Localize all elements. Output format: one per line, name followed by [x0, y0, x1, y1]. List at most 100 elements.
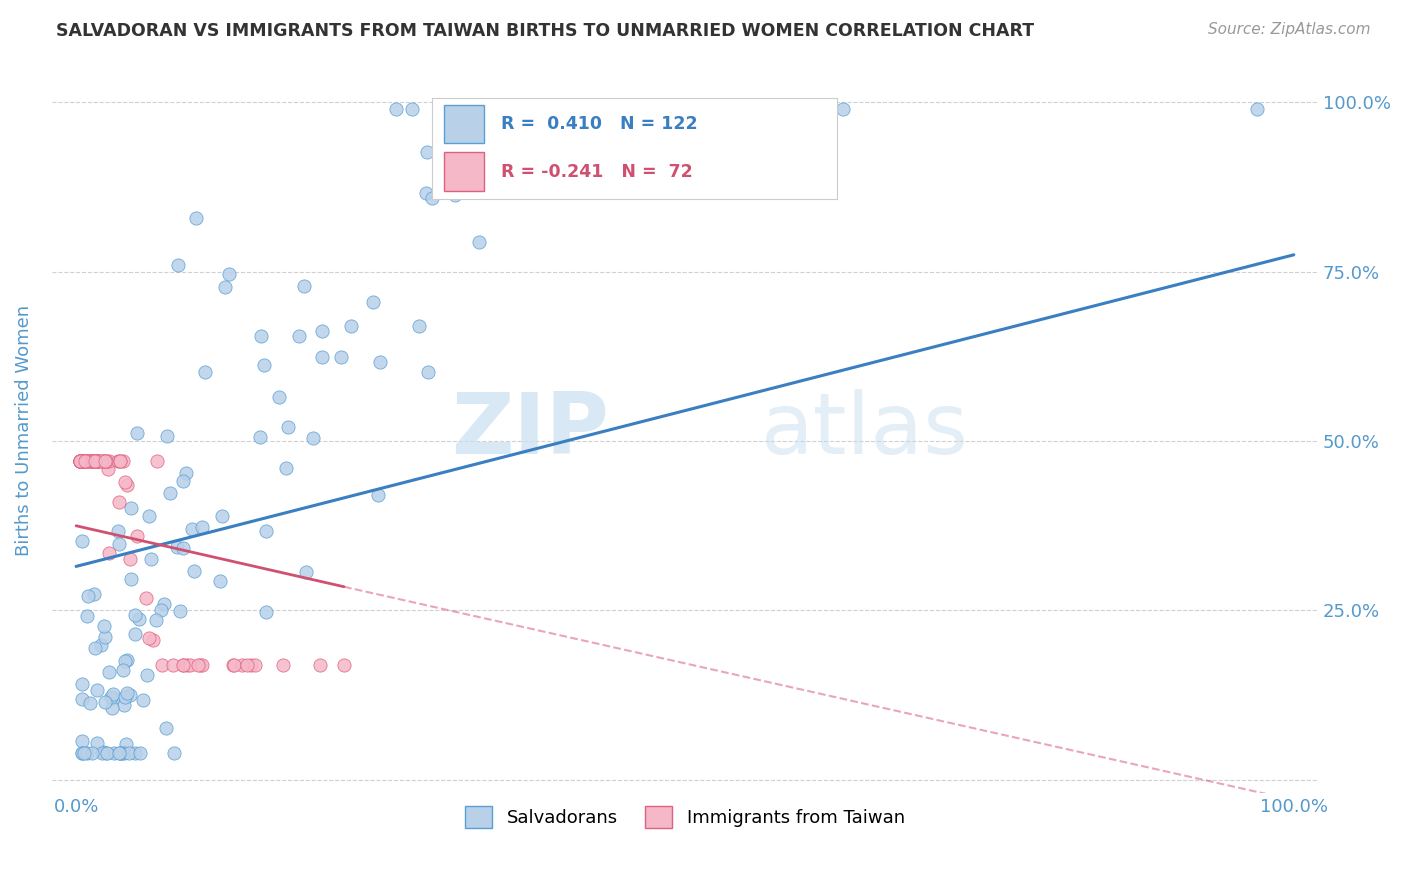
Point [76, 746, 98, 760]
Point [550, 102, 572, 116]
Text: atlas: atlas [761, 390, 969, 473]
Point [82, 454, 104, 468]
Point [172, 541, 194, 555]
Point [111, 454, 134, 468]
Point [118, 688, 141, 702]
Point [70, 746, 93, 760]
Point [333, 657, 356, 672]
Point [553, 102, 575, 116]
Point [231, 657, 253, 672]
Point [820, 102, 842, 116]
Point [128, 612, 150, 626]
Point [83, 587, 105, 601]
Point [115, 737, 138, 751]
Point [363, 295, 385, 310]
Point [162, 657, 184, 672]
Point [420, 191, 443, 205]
Point [86, 736, 108, 750]
Point [69, 454, 91, 468]
Point [526, 102, 548, 116]
Point [98, 665, 121, 680]
Point [91, 746, 114, 760]
Point [145, 454, 167, 468]
Point [235, 657, 257, 672]
Point [697, 102, 720, 116]
Point [93, 619, 115, 633]
Point [254, 524, 277, 538]
Point [80, 454, 103, 468]
Point [86, 682, 108, 697]
Point [194, 365, 217, 379]
Point [70, 677, 93, 691]
Legend: Salvadorans, Immigrants from Taiwan: Salvadorans, Immigrants from Taiwan [458, 798, 912, 835]
Point [112, 746, 135, 760]
Point [149, 603, 172, 617]
Point [80, 454, 103, 468]
Point [94, 696, 117, 710]
Point [107, 746, 129, 760]
Point [96, 746, 118, 760]
Point [69, 454, 91, 468]
Point [832, 102, 855, 116]
Point [73, 746, 96, 760]
Point [112, 698, 135, 713]
Point [76, 590, 98, 604]
Point [150, 657, 173, 672]
Point [72, 734, 94, 748]
Point [311, 350, 333, 364]
Point [101, 687, 124, 701]
Point [267, 390, 290, 404]
Point [470, 127, 492, 141]
Point [136, 668, 159, 682]
Point [70, 454, 93, 468]
Point [75, 454, 97, 468]
Point [252, 358, 274, 372]
Point [120, 500, 142, 515]
Point [115, 478, 138, 492]
Point [83, 454, 105, 468]
Point [311, 324, 333, 338]
Point [98, 454, 121, 468]
Point [94, 454, 117, 468]
Point [108, 495, 131, 509]
Point [107, 537, 129, 551]
Point [468, 235, 491, 249]
Point [84, 454, 107, 468]
Point [271, 657, 294, 672]
Point [163, 746, 186, 760]
Point [138, 631, 160, 645]
Point [114, 653, 136, 667]
Point [287, 329, 309, 343]
Point [70, 454, 93, 468]
Point [125, 529, 148, 543]
Point [209, 574, 232, 588]
Point [84, 640, 107, 655]
Point [415, 186, 437, 201]
Point [401, 102, 423, 116]
Point [107, 454, 129, 468]
Point [101, 701, 124, 715]
Point [91, 454, 114, 468]
Point [80, 454, 103, 468]
Point [69, 454, 91, 468]
Point [172, 657, 194, 672]
Point [108, 746, 131, 760]
Point [87, 454, 110, 468]
Point [444, 188, 467, 202]
Point [191, 519, 214, 533]
Point [416, 365, 439, 379]
Point [181, 523, 204, 537]
Point [449, 139, 471, 153]
Point [188, 657, 211, 672]
Point [239, 657, 262, 672]
Point [94, 746, 117, 760]
Point [145, 613, 167, 627]
Point [97, 461, 120, 475]
Text: Source: ZipAtlas.com: Source: ZipAtlas.com [1208, 22, 1371, 37]
Point [118, 746, 141, 760]
Point [249, 430, 271, 444]
Point [124, 746, 146, 760]
Point [103, 746, 125, 760]
Point [191, 657, 214, 672]
Point [446, 102, 468, 116]
